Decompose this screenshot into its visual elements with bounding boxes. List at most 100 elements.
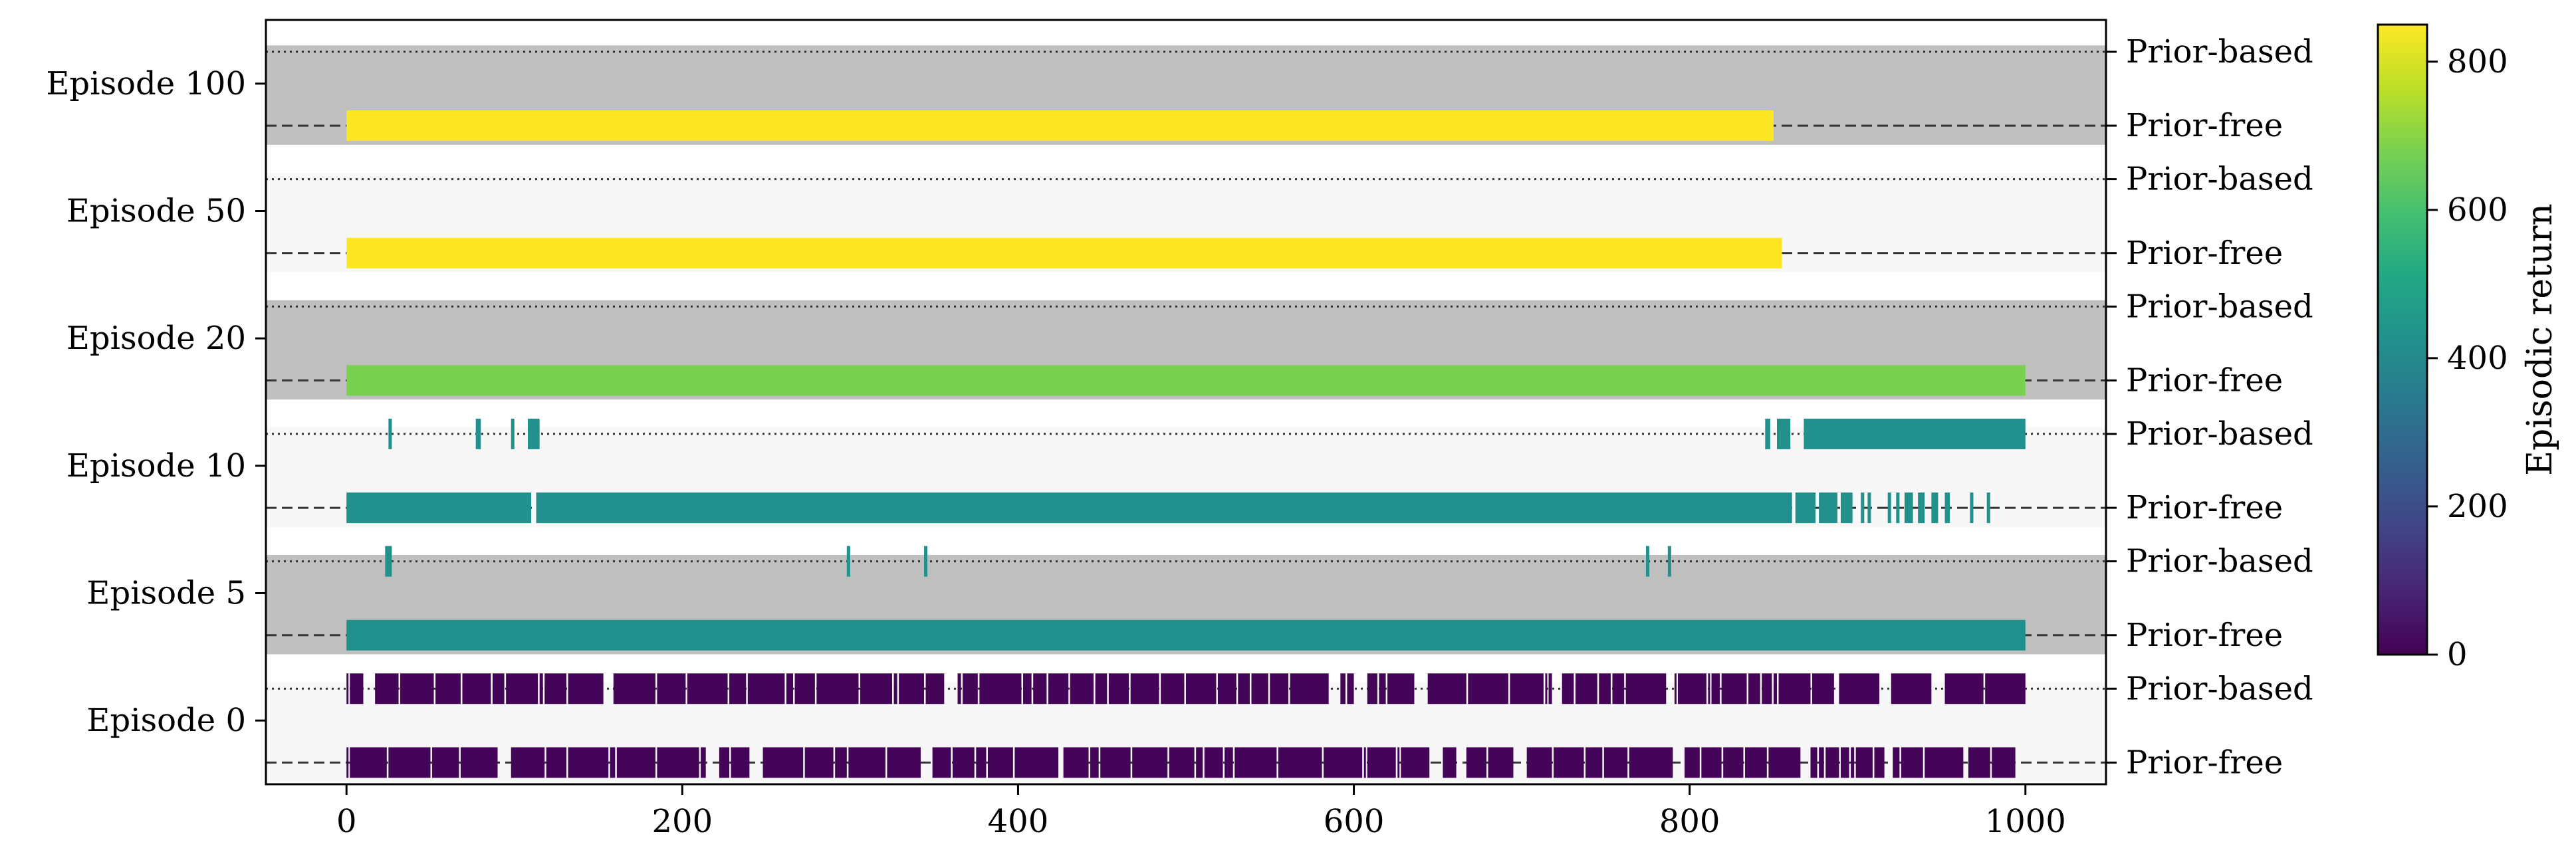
prior-free-segment <box>1810 747 1817 778</box>
prior-based-segment <box>375 673 399 704</box>
prior-based-segment <box>1721 673 1747 704</box>
prior-based-segment <box>1562 673 1574 704</box>
prior-based-segment <box>1612 673 1625 704</box>
colorbar-label: Episodic return <box>2520 203 2560 476</box>
episode-label: Episode 50 <box>66 193 246 230</box>
prior-based-label: Prior-based <box>2126 415 2313 453</box>
prior-free-segment <box>1867 492 1871 524</box>
prior-based-segment <box>527 418 540 449</box>
x-tick-label: 400 <box>988 803 1049 840</box>
prior-based-segment <box>613 673 655 704</box>
prior-based-segment <box>1367 673 1377 704</box>
colorbar-tick-label: 0 <box>2447 636 2468 673</box>
colorbar-tick-label: 800 <box>2447 43 2508 80</box>
prior-based-segment <box>462 673 491 704</box>
prior-free-segment <box>1901 747 1923 778</box>
prior-free-segment <box>1629 747 1673 778</box>
prior-based-segment <box>1812 673 1834 704</box>
prior-free-segment <box>1851 747 1855 778</box>
prior-free-label: Prior-free <box>2126 744 2283 781</box>
prior-free-segment <box>657 747 699 778</box>
prior-based-segment <box>435 673 461 704</box>
prior-free-segment <box>1918 492 1925 524</box>
prior-based-segment <box>1708 673 1710 704</box>
prior-free-segment <box>952 747 975 778</box>
prior-free-segment <box>610 747 616 778</box>
prior-free-segment <box>1685 747 1700 778</box>
prior-free-segment <box>1603 747 1628 778</box>
prior-based-segment <box>492 673 505 704</box>
prior-free-segment <box>1701 747 1722 778</box>
prior-based-segment <box>687 673 728 704</box>
episode-label: Episode 10 <box>66 447 246 484</box>
prior-free-segment <box>346 747 349 778</box>
prior-free-segment <box>1225 747 1233 778</box>
prior-free-segment <box>1825 747 1839 778</box>
x-tick-label: 1000 <box>1985 803 2066 840</box>
episode-label: Episode 20 <box>66 320 246 357</box>
prior-free-segment <box>719 747 730 778</box>
prior-free-segment <box>1132 747 1168 778</box>
prior-free-segment <box>762 747 804 778</box>
prior-based-segment <box>1599 673 1611 704</box>
prior-free-segment <box>1278 747 1322 778</box>
prior-based-segment <box>1545 673 1548 704</box>
prior-based-segment <box>388 418 392 449</box>
prior-free-segment <box>1840 492 1853 524</box>
prior-based-segment <box>1765 418 1770 449</box>
prior-based-segment <box>1762 673 1772 704</box>
prior-free-segment <box>568 747 609 778</box>
step-axis: 0 200 400 600 800 1000 <box>336 784 2066 840</box>
plot-frame <box>265 19 2107 786</box>
prior-free-label: Prior-free <box>2126 489 2283 526</box>
prior-based-segment <box>786 673 794 704</box>
prior-based-segment <box>1217 673 1236 704</box>
prior-based-segment <box>1468 673 1508 704</box>
prior-free-segment <box>1443 747 1457 778</box>
prior-free-segment <box>848 747 885 778</box>
x-tick-label: 0 <box>336 803 357 840</box>
prior-based-segment <box>1290 673 1329 704</box>
prior-free-segment <box>976 747 987 778</box>
colorbar: 0 200 400 600 800 Episodic return <box>2377 23 2560 673</box>
prior-free-segment <box>1970 492 1974 524</box>
prior-based-segment <box>957 673 961 704</box>
prior-based-segment <box>729 673 747 704</box>
prior-based-label: Prior-based <box>2126 288 2313 325</box>
prior-based-segment <box>657 673 686 704</box>
prior-free-segment <box>1723 747 1744 778</box>
prior-free-segment <box>932 747 951 778</box>
prior-free-label: Prior-free <box>2126 617 2283 654</box>
prior-free-segment <box>511 747 545 778</box>
prior-free-segment <box>1768 747 1801 778</box>
prior-free-segment <box>1874 747 1885 778</box>
prior-free-segment <box>1488 747 1514 778</box>
prior-free-segment <box>346 619 2026 651</box>
prior-based-segment <box>1575 673 1597 704</box>
colorbar-tick-label: 200 <box>2447 488 2508 525</box>
prior-based-segment <box>1804 418 2026 449</box>
prior-based-segment <box>539 673 543 704</box>
prior-free-segment <box>1896 492 1900 524</box>
prior-free-segment <box>1819 492 1837 524</box>
prior-free-segment <box>346 492 532 524</box>
return-segments <box>346 110 2026 778</box>
prior-free-segment <box>346 365 2026 396</box>
prior-free-segment <box>1840 747 1849 778</box>
prior-free-segment <box>1931 492 1938 524</box>
prior-free-label: Prior-free <box>2126 362 2283 399</box>
episode-label: Episode 5 <box>86 575 246 612</box>
prior-based-segment <box>846 546 850 577</box>
prior-free-label: Prior-free <box>2126 107 2283 144</box>
prior-based-segment <box>1748 673 1760 704</box>
prior-based-label: Prior-based <box>2126 161 2313 198</box>
prior-free-segment <box>1904 492 1913 524</box>
prior-free-segment <box>388 747 431 778</box>
prior-free-segment <box>1401 747 1430 778</box>
prior-based-segment <box>568 673 604 704</box>
prior-free-segment <box>1887 492 1891 524</box>
x-tick-label: 800 <box>1659 803 1720 840</box>
prior-free-segment <box>1968 747 1990 778</box>
prior-free-segment <box>1992 747 2016 778</box>
prior-free-segment <box>987 747 1013 778</box>
